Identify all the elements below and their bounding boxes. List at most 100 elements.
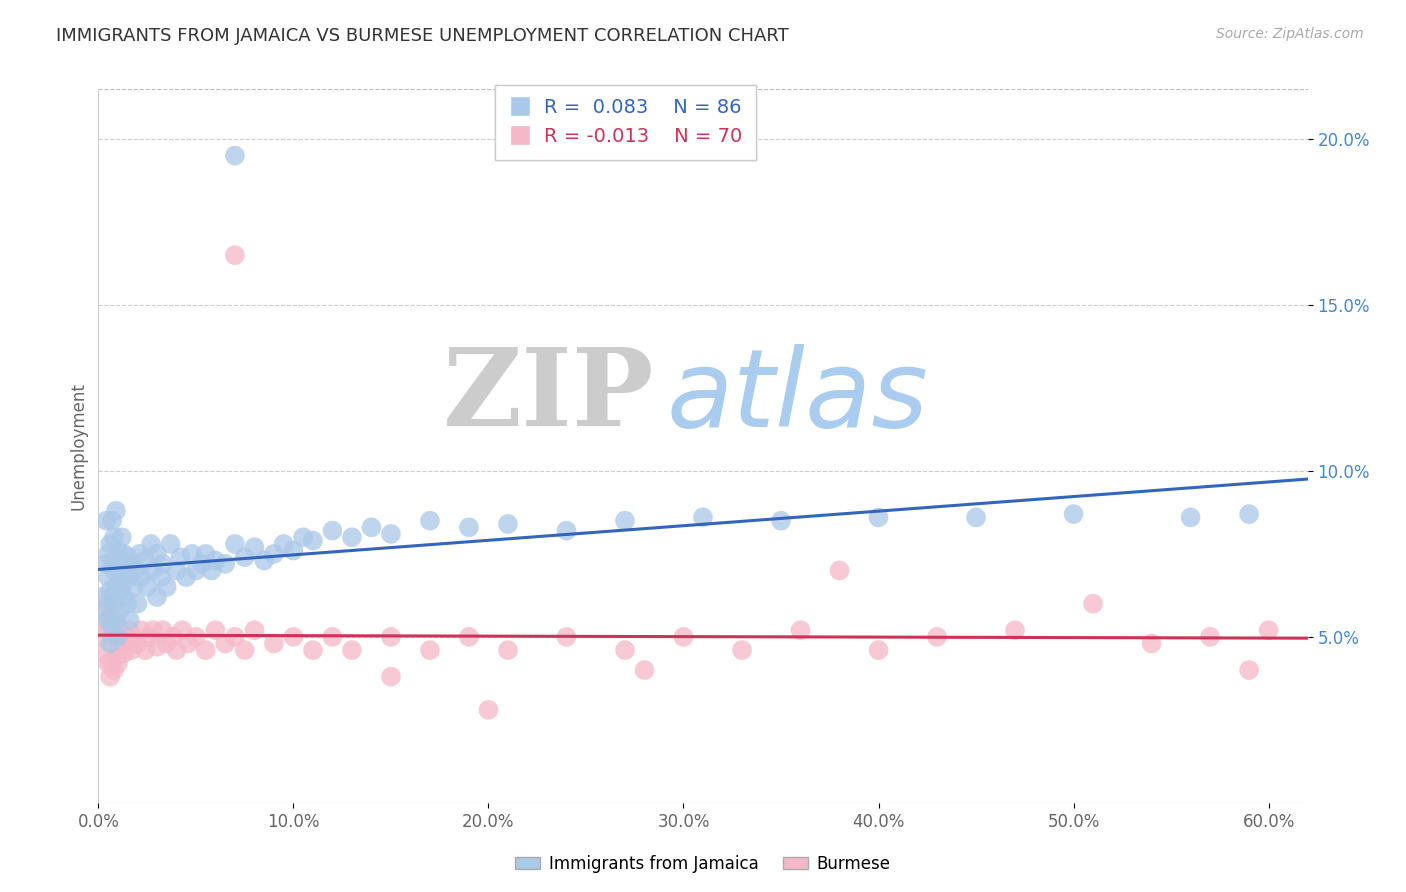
Point [614, 643, 637, 657]
Point [224, 148, 246, 162]
Point [128, 547, 150, 561]
Point [97, 613, 120, 627]
Point [127, 636, 149, 650]
Point [121, 557, 143, 571]
Point [101, 630, 124, 644]
Point [96, 557, 118, 571]
Point [458, 520, 481, 534]
Point [769, 514, 792, 528]
Point [159, 537, 181, 551]
Point [103, 663, 125, 677]
Y-axis label: Unemployment: Unemployment [69, 382, 87, 510]
Point [112, 590, 135, 604]
Point [165, 564, 187, 578]
Point [142, 624, 165, 638]
Point [1237, 663, 1260, 677]
Point [112, 647, 135, 661]
Point [108, 636, 131, 650]
Point [292, 530, 315, 544]
Point [243, 540, 266, 554]
Text: IMMIGRANTS FROM JAMAICA VS BURMESE UNEMPLOYMENT CORRELATION CHART: IMMIGRANTS FROM JAMAICA VS BURMESE UNEMP… [56, 27, 789, 45]
Point [380, 670, 402, 684]
Point [340, 643, 363, 657]
Point [96, 514, 118, 528]
Legend: Immigrants from Jamaica, Burmese: Immigrants from Jamaica, Burmese [509, 848, 897, 880]
Point [101, 597, 124, 611]
Point [111, 624, 134, 638]
Point [1257, 624, 1279, 638]
Point [263, 636, 285, 650]
Point [224, 537, 246, 551]
Point [263, 547, 285, 561]
Point [104, 553, 127, 567]
Point [107, 543, 129, 558]
Point [111, 530, 134, 544]
Point [107, 630, 129, 644]
Point [107, 630, 129, 644]
Point [127, 597, 149, 611]
Point [360, 520, 382, 534]
Point [114, 570, 136, 584]
Point [108, 564, 131, 578]
Point [194, 643, 217, 657]
Point [496, 516, 519, 531]
Point [117, 597, 139, 611]
Point [162, 630, 184, 644]
Point [283, 543, 305, 558]
Point [96, 597, 118, 611]
Point [477, 703, 499, 717]
Point [214, 557, 236, 571]
Point [156, 636, 179, 650]
Point [124, 564, 146, 578]
Point [302, 533, 325, 548]
Point [97, 547, 120, 561]
Point [965, 510, 987, 524]
Point [868, 510, 890, 524]
Point [152, 557, 174, 571]
Point [97, 657, 120, 671]
Point [122, 630, 145, 644]
Point [104, 504, 127, 518]
Point [103, 624, 125, 638]
Point [118, 624, 141, 638]
Point [108, 603, 131, 617]
Point [731, 643, 754, 657]
Point [103, 597, 125, 611]
Point [184, 564, 207, 578]
Point [98, 670, 121, 684]
Point [184, 630, 207, 644]
Point [181, 547, 204, 561]
Point [97, 624, 120, 638]
Point [138, 630, 160, 644]
Point [98, 537, 121, 551]
Point [191, 557, 214, 571]
Point [200, 564, 222, 578]
Point [233, 643, 256, 657]
Point [98, 636, 121, 650]
Text: Source: ZipAtlas.com: Source: ZipAtlas.com [1216, 27, 1364, 41]
Point [496, 643, 519, 657]
Point [174, 570, 197, 584]
Point [93, 603, 115, 617]
Point [1199, 630, 1222, 644]
Point [1063, 507, 1085, 521]
Point [419, 643, 441, 657]
Point [96, 613, 118, 627]
Point [111, 580, 134, 594]
Point [302, 643, 325, 657]
Point [91, 630, 114, 644]
Point [243, 624, 266, 638]
Point [98, 613, 121, 627]
Point [101, 557, 124, 571]
Point [633, 663, 655, 677]
Point [177, 636, 200, 650]
Point [98, 583, 121, 598]
Point [1081, 597, 1104, 611]
Point [204, 553, 226, 567]
Point [107, 587, 129, 601]
Point [103, 564, 125, 578]
Point [114, 630, 136, 644]
Point [1237, 507, 1260, 521]
Point [224, 630, 246, 644]
Point [101, 590, 124, 604]
